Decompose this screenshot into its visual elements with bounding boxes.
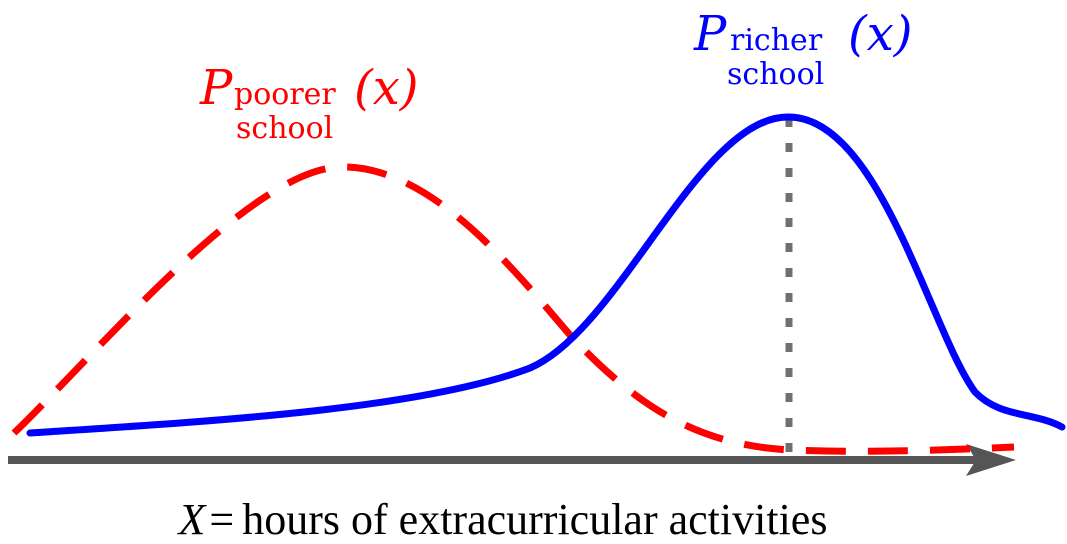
richer-label-subscript-top: richer: [730, 23, 823, 58]
richer-label-subscript-bottom: school: [727, 57, 824, 92]
poorer-label-subscript-top: poorer: [234, 77, 336, 112]
richer-school-curve: [26, 113, 1066, 437]
x-axis-variable: X: [177, 495, 208, 544]
x-axis-arrowhead: [966, 444, 1016, 476]
poorer-label-subscript-bottom: school: [236, 111, 333, 146]
x-axis-equals: =: [209, 495, 234, 544]
richer-school-label: P richer school (x): [693, 6, 913, 92]
richer-label-symbol: P: [693, 6, 727, 62]
x-axis-title: X= hours of extracurricular activities: [177, 495, 828, 544]
poorer-school-label: P poorer school (x): [199, 60, 419, 146]
poorer-label-symbol: P: [199, 60, 233, 116]
richer-label-argument: (x): [848, 6, 913, 62]
poorer-label-argument: (x): [354, 60, 419, 116]
poorer-school-curve: [11, 163, 1015, 455]
x-axis-description: hours of extracurricular activities: [242, 495, 827, 544]
